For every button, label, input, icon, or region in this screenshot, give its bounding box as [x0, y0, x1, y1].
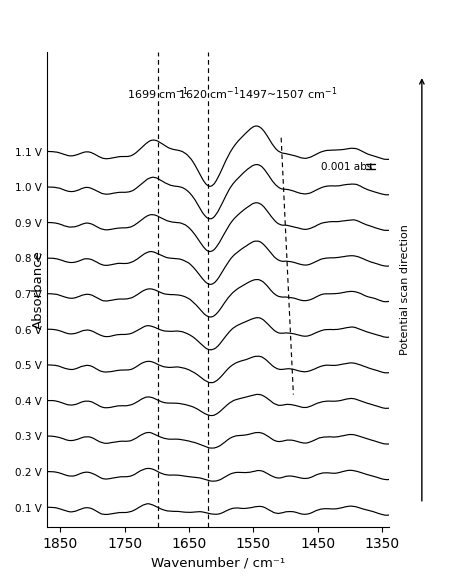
Text: 0.7 V: 0.7 V	[15, 290, 42, 300]
X-axis label: Wavenumber / cm⁻¹: Wavenumber / cm⁻¹	[151, 556, 285, 569]
Text: 0.001 abs.: 0.001 abs.	[321, 162, 376, 171]
Text: 1.0 V: 1.0 V	[15, 184, 42, 193]
Text: 1.1 V: 1.1 V	[15, 148, 42, 157]
Text: 0.8 V: 0.8 V	[15, 255, 42, 265]
Text: 0.9 V: 0.9 V	[15, 219, 42, 229]
Text: 1497~1507 cm$^{-1}$: 1497~1507 cm$^{-1}$	[238, 86, 337, 102]
Text: Potential scan direction: Potential scan direction	[400, 224, 410, 355]
Y-axis label: Absorbance: Absorbance	[32, 250, 45, 329]
Text: 0.2 V: 0.2 V	[15, 468, 42, 478]
Text: 0.3 V: 0.3 V	[15, 433, 42, 442]
Text: 0.1 V: 0.1 V	[15, 504, 42, 514]
Text: 1699 cm$^{-1}$: 1699 cm$^{-1}$	[127, 86, 188, 102]
Text: 0.5 V: 0.5 V	[15, 361, 42, 371]
Text: 1620 cm$^{-1}$: 1620 cm$^{-1}$	[178, 86, 239, 102]
Text: 0.6 V: 0.6 V	[15, 325, 42, 336]
Text: 0.4 V: 0.4 V	[15, 397, 42, 407]
